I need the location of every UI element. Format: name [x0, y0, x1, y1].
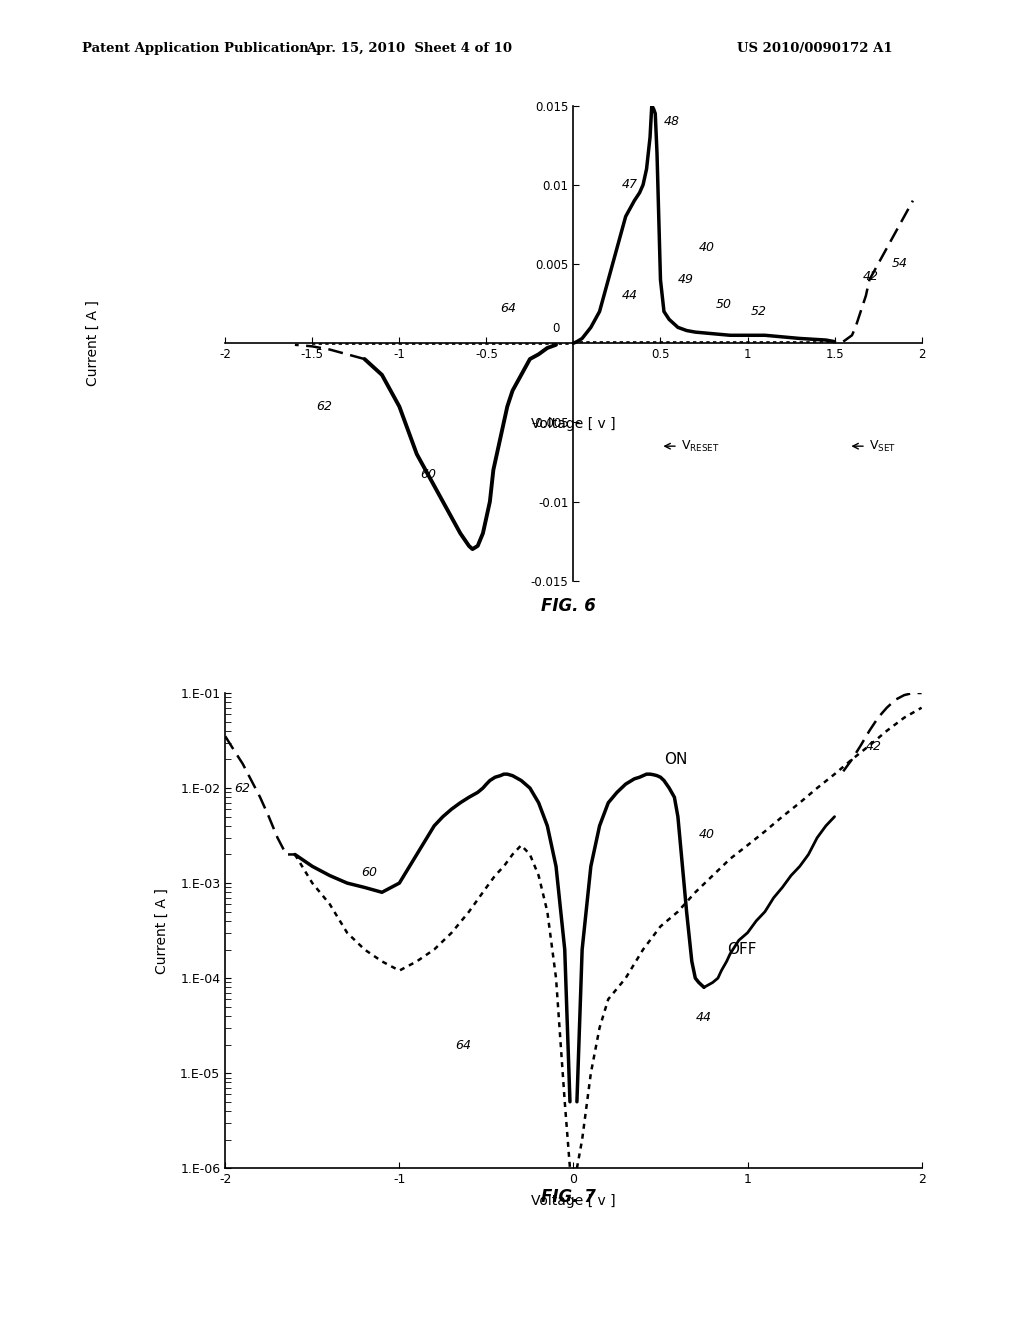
Text: 44: 44: [695, 1011, 712, 1024]
Text: 47: 47: [623, 178, 638, 191]
Text: 62: 62: [315, 400, 332, 413]
Y-axis label: Current [ A ]: Current [ A ]: [155, 887, 169, 974]
Text: Apr. 15, 2010  Sheet 4 of 10: Apr. 15, 2010 Sheet 4 of 10: [306, 42, 513, 55]
Text: 40: 40: [698, 242, 715, 255]
Text: 44: 44: [623, 289, 638, 302]
Text: 60: 60: [420, 467, 436, 480]
Text: 0: 0: [552, 322, 559, 335]
Text: 50: 50: [716, 298, 732, 312]
Y-axis label: Current [ A ]: Current [ A ]: [86, 300, 100, 387]
Text: Patent Application Publication: Patent Application Publication: [82, 42, 308, 55]
Text: V$_{\mathregular{SET}}$: V$_{\mathregular{SET}}$: [869, 438, 896, 454]
Text: ON: ON: [664, 752, 687, 767]
X-axis label: Voltage [ v ]: Voltage [ v ]: [531, 417, 615, 430]
Text: 64: 64: [455, 1039, 471, 1052]
Text: 42: 42: [866, 741, 882, 754]
Text: FIG. 6: FIG. 6: [541, 597, 596, 615]
Text: 49: 49: [678, 273, 694, 286]
Text: 52: 52: [751, 305, 767, 318]
Text: FIG. 7: FIG. 7: [541, 1188, 596, 1206]
Text: 54: 54: [892, 257, 908, 271]
Text: 40: 40: [698, 828, 715, 841]
Text: US 2010/0090172 A1: US 2010/0090172 A1: [737, 42, 893, 55]
Text: 64: 64: [501, 301, 516, 314]
Text: 48: 48: [664, 115, 680, 128]
Text: 62: 62: [234, 783, 250, 796]
Text: OFF: OFF: [727, 942, 756, 957]
Text: 60: 60: [361, 866, 377, 879]
X-axis label: Voltage [ v ]: Voltage [ v ]: [531, 1195, 615, 1208]
Text: V$_{\mathregular{RESET}}$: V$_{\mathregular{RESET}}$: [681, 438, 720, 454]
Text: 42: 42: [862, 269, 879, 282]
